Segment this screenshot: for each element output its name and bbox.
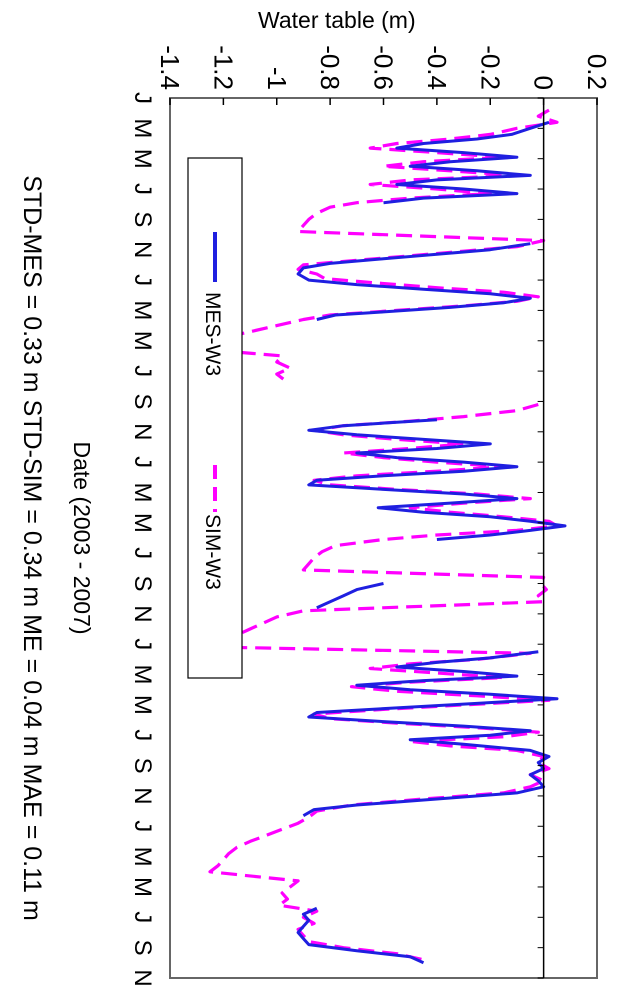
x-tick-label: N (129, 241, 156, 258)
y-tick-label: -1 (262, 67, 292, 90)
x-tick-label: J (129, 456, 156, 468)
legend-sim-label: SIM-W3 (201, 514, 224, 590)
x-tick-label: M (129, 877, 156, 897)
x-tick-label: J (129, 911, 156, 923)
stats-summary: STD-MES = 0.33 m STD-SIM = 0.34 m ME = 0… (18, 175, 46, 921)
x-tick-label: J (129, 183, 156, 195)
x-tick-label: M (129, 513, 156, 533)
mes-w3-line (296, 906, 425, 965)
x-tick-label: J (129, 547, 156, 559)
y-tick-label: -0.2 (475, 45, 505, 90)
y-tick-label: -1.4 (155, 45, 185, 90)
y-tick-label: -0.6 (369, 45, 399, 90)
y-tick-label: 0 (529, 76, 559, 90)
x-tick-label: S (129, 393, 156, 409)
y-tick-label: -0.8 (315, 45, 345, 90)
y-axis-title: Water table (m) (258, 7, 416, 33)
x-tick-label: N (129, 605, 156, 622)
mes-w3-line (383, 120, 550, 205)
plot-area (208, 108, 567, 965)
legend-mes-label: MES-W3 (201, 292, 224, 376)
x-tick-label: S (129, 940, 156, 956)
mes-w3-line (296, 242, 532, 321)
x-tick-label: M (129, 331, 156, 351)
x-tick-label: J (129, 638, 156, 650)
x-tick-label: J (129, 92, 156, 104)
x-tick-label: J (129, 820, 156, 832)
x-tick-label: M (129, 118, 156, 138)
x-tick-label: S (129, 758, 156, 774)
mes-w3-line (307, 418, 567, 541)
x-tick-label: S (129, 211, 156, 227)
x-tick-label: N (129, 423, 156, 440)
x-tick-label: N (129, 787, 156, 804)
mes-w3-line (302, 650, 559, 818)
x-tick-label: M (129, 665, 156, 685)
mes-w3-line (316, 582, 384, 610)
x-tick-label: M (129, 695, 156, 715)
x-tick-label: J (129, 274, 156, 286)
x-tick-label: M (129, 149, 156, 169)
y-tick-label: -0.4 (422, 45, 452, 90)
y-tick-label: 0.2 (582, 54, 612, 90)
axes: -1.4 -1.2 -1 -0.8 -0.6 -0.4 -0.2 0 0.2JMMJSNJMMJ… (18, 7, 612, 987)
x-tick-label: M (129, 300, 156, 320)
x-tick-label: S (129, 576, 156, 592)
x-tick-label: N (129, 969, 156, 986)
legend: MES-W3 SIM-W3 (187, 157, 243, 679)
x-tick-label: J (129, 729, 156, 741)
x-tick-label: J (129, 365, 156, 377)
x-axis-title: Date (2003 - 2007) (69, 441, 95, 634)
y-tick-label: -1.2 (208, 45, 238, 90)
x-tick-label: M (129, 847, 156, 867)
x-tick-label: M (129, 482, 156, 502)
